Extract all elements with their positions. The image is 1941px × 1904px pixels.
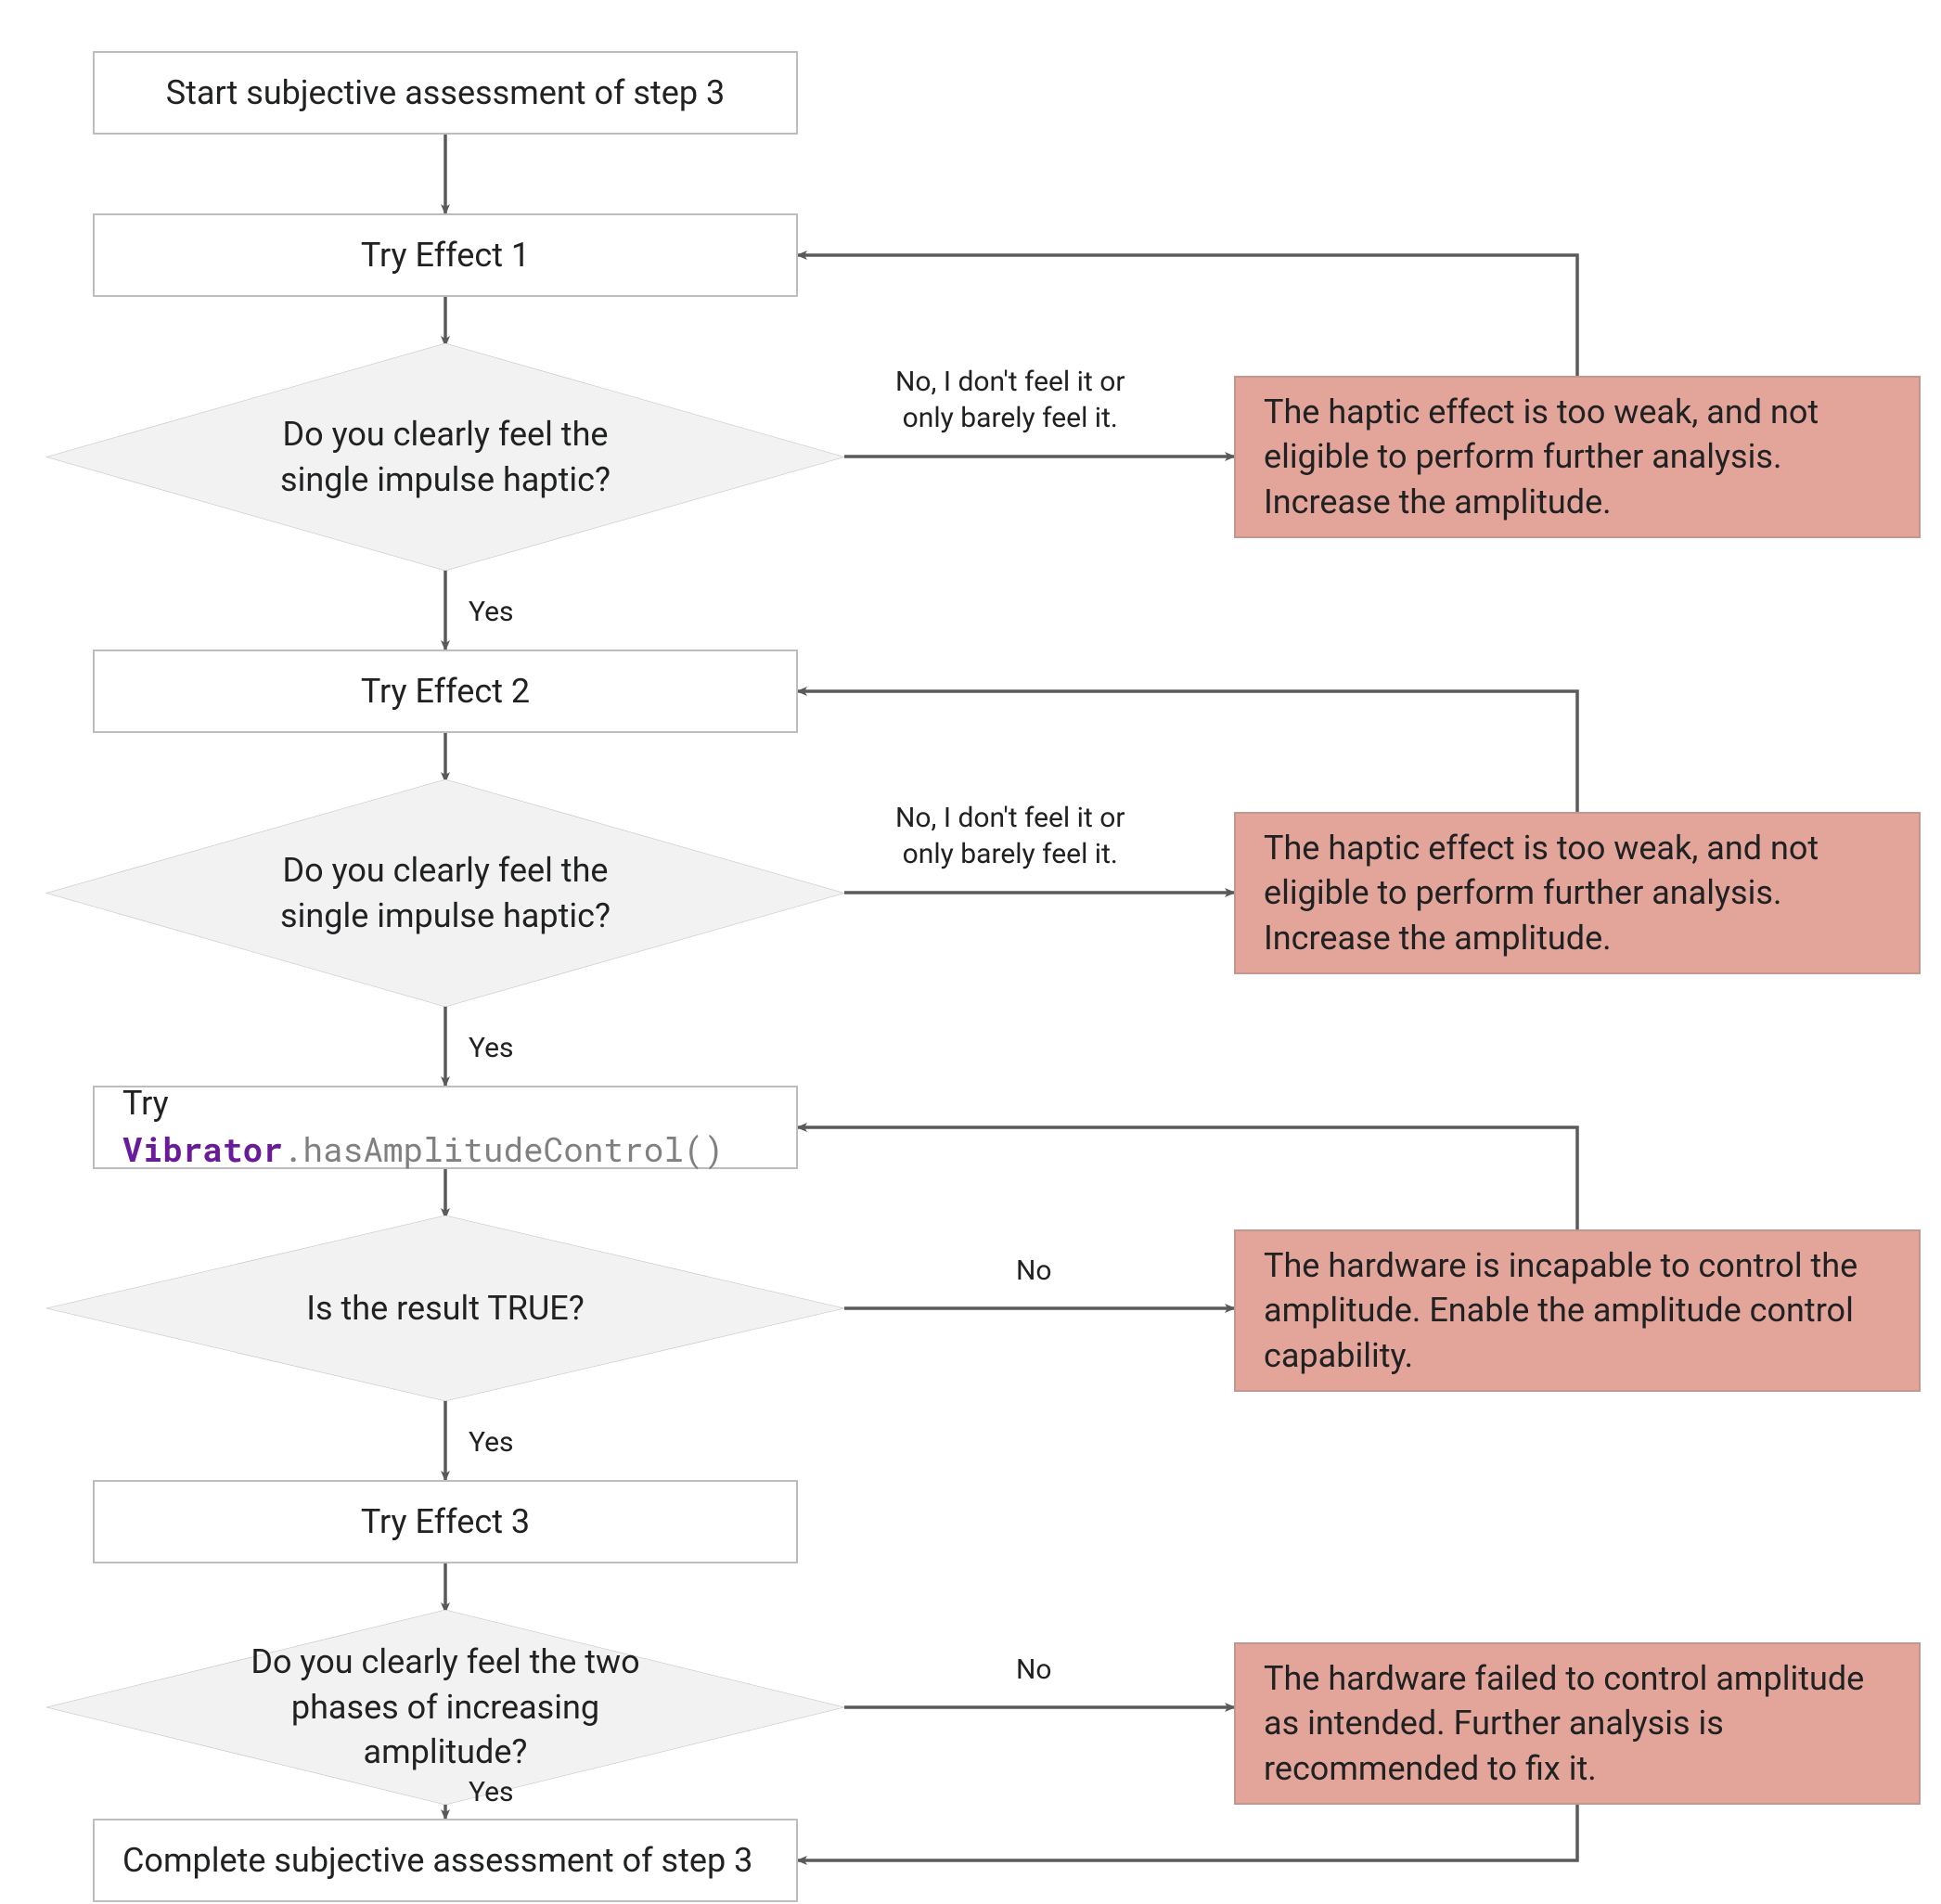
node-complete-text: Complete subjective assessment of step 3 [122,1838,768,1884]
edge-label: Yes [469,1424,513,1460]
edge-label: Yes [469,1774,513,1810]
edge-label: No [1016,1253,1052,1289]
node-try-effect-1: Try Effect 1 [93,213,798,297]
edge-label: Yes [469,1030,513,1066]
code-method-hasamplitudecontrol: .hasAmplitudeControl() [283,1126,724,1171]
decision-1-text: Do you clearly feel the single impulse h… [46,343,844,571]
edge-label: No, I don't feel it or only barely feel … [895,800,1125,872]
node-try-effect-1-text: Try Effect 1 [122,233,768,278]
code-try-prefix: Try [122,1084,169,1123]
decision-feel-impulse-1: Do you clearly feel the single impulse h… [46,343,844,571]
node-start: Start subjective assessment of step 3 [93,51,798,135]
outcome-haptic-too-weak-2: The haptic effect is too weak, and not e… [1234,812,1921,974]
edge-label: No, I don't feel it or only barely feel … [895,364,1125,436]
node-try-effect-2: Try Effect 2 [93,650,798,733]
outcome-4-text: The hardware failed to control amplitude… [1264,1656,1891,1792]
node-try-effect-2-text: Try Effect 2 [122,669,768,714]
decision-result-true: Is the result TRUE? [46,1216,844,1401]
node-try-amplitude-control-text: Try Vibrator.hasAmplitudeControl() [122,1081,768,1173]
outcome-1-text: The haptic effect is too weak, and not e… [1264,390,1891,525]
outcome-hardware-incapable: The hardware is incapable to control the… [1234,1229,1921,1392]
code-class-vibrator: Vibrator [122,1126,283,1171]
edge-label: No [1016,1652,1052,1688]
outcome-3-text: The hardware is incapable to control the… [1264,1243,1891,1379]
outcome-haptic-too-weak-1: The haptic effect is too weak, and not e… [1234,376,1921,538]
node-complete: Complete subjective assessment of step 3 [93,1819,798,1902]
decision-2-text: Do you clearly feel the single impulse h… [46,779,844,1007]
flowchart-canvas: Start subjective assessment of step 3 Tr… [0,0,1941,1904]
decision-feel-two-phases: Do you clearly feel the two phases of in… [46,1610,844,1805]
edge-label: Yes [469,594,513,630]
node-try-effect-3: Try Effect 3 [93,1480,798,1563]
outcome-hardware-failed: The hardware failed to control amplitude… [1234,1642,1921,1805]
node-try-effect-3-text: Try Effect 3 [122,1499,768,1545]
node-start-text: Start subjective assessment of step 3 [122,71,768,116]
decision-4-text: Do you clearly feel the two phases of in… [46,1610,844,1805]
decision-feel-impulse-2: Do you clearly feel the single impulse h… [46,779,844,1007]
node-try-amplitude-control: Try Vibrator.hasAmplitudeControl() [93,1086,798,1169]
decision-3-text: Is the result TRUE? [46,1216,844,1401]
outcome-2-text: The haptic effect is too weak, and not e… [1264,826,1891,961]
